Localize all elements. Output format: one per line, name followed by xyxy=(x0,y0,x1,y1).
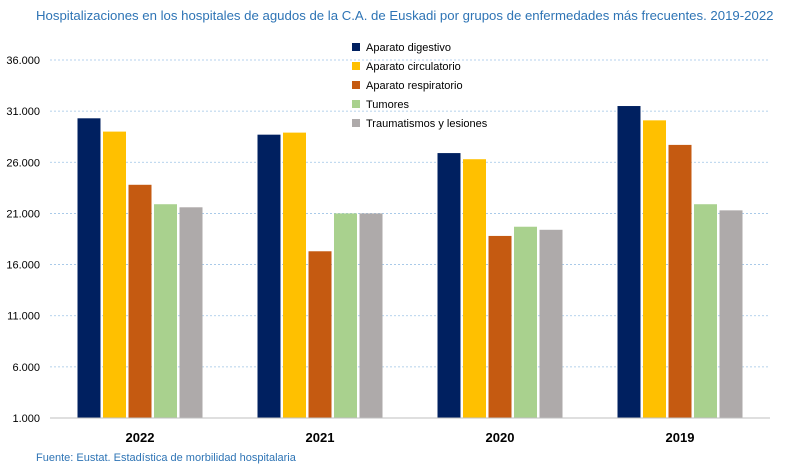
bar-tumores xyxy=(334,213,357,418)
y-tick-label: 6.000 xyxy=(12,362,40,374)
y-tick-label: 1.000 xyxy=(12,413,40,425)
bar-aparato-respiratorio xyxy=(128,184,152,418)
chart-title: Hospitalizaciones en los hospitales de a… xyxy=(36,8,774,23)
bar-aparato-respiratorio xyxy=(488,235,512,418)
bar-aparato-circulatorio xyxy=(103,131,126,418)
bar-traumatismos-y-lesiones xyxy=(719,210,743,418)
bar-aparato-respiratorio xyxy=(308,251,332,418)
bar-tumores xyxy=(154,204,177,418)
bar-aparato-circulatorio xyxy=(643,120,666,418)
y-tick-label: 31.000 xyxy=(6,106,40,118)
legend-label: Tumores xyxy=(366,99,409,111)
legend-swatch xyxy=(352,119,360,127)
legend-label: Aparato circulatorio xyxy=(366,61,461,73)
bar-tumores xyxy=(694,204,717,418)
y-tick-label: 16.000 xyxy=(6,260,40,272)
bar-aparato-digestivo xyxy=(437,153,461,418)
legend-label: Aparato digestivo xyxy=(366,42,451,54)
y-tick-label: 21.000 xyxy=(6,208,40,220)
legend-swatch xyxy=(352,81,360,89)
bar-tumores xyxy=(514,226,537,418)
bar-aparato-digestivo xyxy=(257,134,281,418)
bar-aparato-circulatorio xyxy=(283,132,306,418)
bar-aparato-respiratorio xyxy=(668,144,692,418)
legend-label: Aparato respiratorio xyxy=(366,80,463,92)
y-tick-label: 11.000 xyxy=(7,311,40,323)
x-category-label: 2019 xyxy=(666,430,695,445)
bar-aparato-digestivo xyxy=(77,118,101,418)
bar-traumatismos-y-lesiones xyxy=(539,229,563,418)
x-category-label: 2020 xyxy=(486,430,515,445)
bar-aparato-digestivo xyxy=(617,106,641,419)
bars xyxy=(77,106,743,419)
legend-swatch xyxy=(352,62,360,70)
axes: 1.000 6.000 11.000 16.000 21.000 26.000 31.000… xyxy=(6,55,770,445)
y-tick-label: 26.000 xyxy=(6,157,40,169)
source-note: Fuente: Eustat. Estadística de morbilida… xyxy=(36,452,296,464)
legend: Aparato digestivo Aparato circulatorio Apa… xyxy=(352,42,488,130)
legend-swatch xyxy=(352,100,360,108)
x-category-label: 2022 xyxy=(126,430,155,445)
x-category-label: 2021 xyxy=(306,430,335,445)
legend-label: Traumatismos y lesiones xyxy=(366,118,488,130)
bar-aparato-circulatorio xyxy=(463,159,486,418)
bar-traumatismos-y-lesiones xyxy=(179,207,203,418)
bar-traumatismos-y-lesiones xyxy=(359,213,383,418)
y-tick-label: 36.000 xyxy=(6,55,40,67)
legend-swatch xyxy=(352,43,360,51)
